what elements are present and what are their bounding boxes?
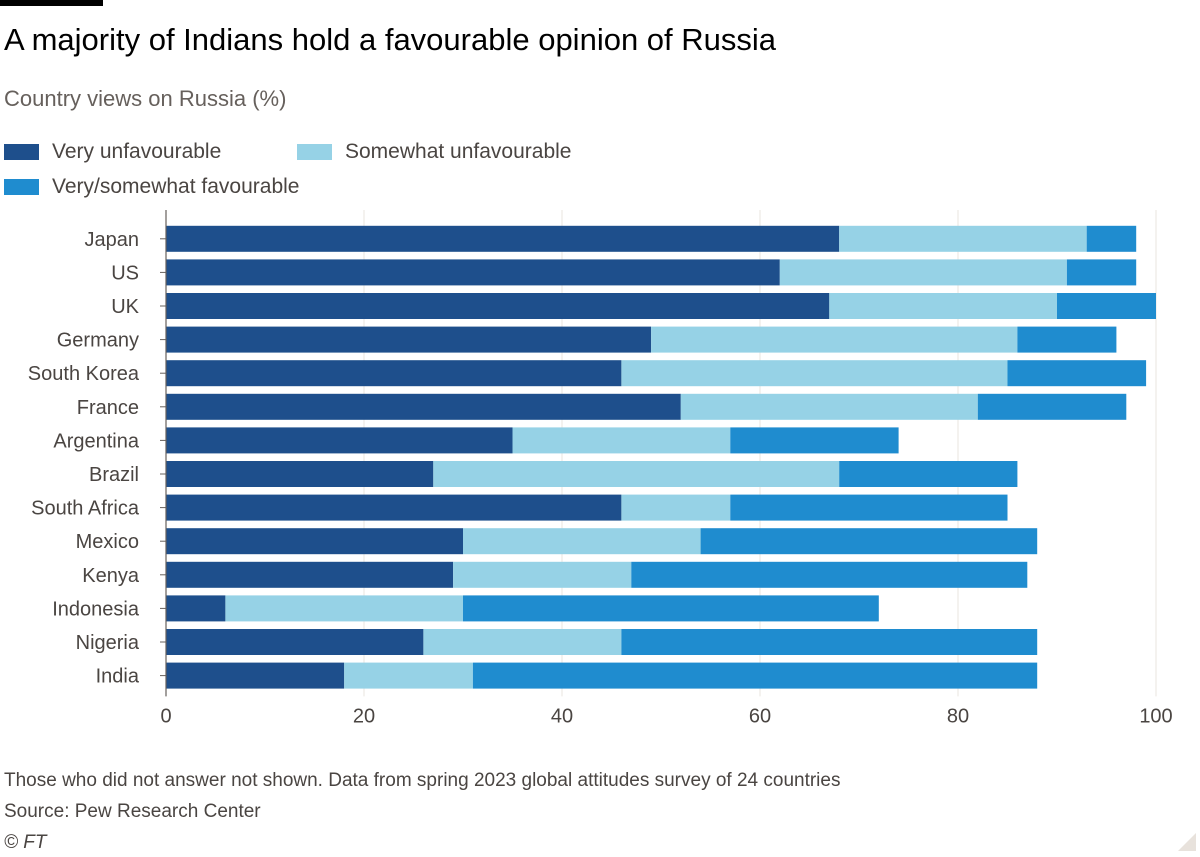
bar-mexico-somewhat-unfavourable — [463, 528, 701, 555]
bar-brazil-somewhat-unfavourable — [433, 461, 840, 487]
y-label-japan: Japan — [85, 229, 140, 251]
bar-kenya-somewhat-unfavourable — [453, 561, 632, 588]
bar-germany-somewhat-unfavourable — [651, 326, 1018, 353]
bar-argentina-very-unfavourable — [166, 427, 513, 454]
ft-top-bar — [0, 0, 103, 6]
corner-fold-icon — [1178, 833, 1196, 851]
bar-south-korea-somewhat-unfavourable — [621, 360, 1008, 387]
bar-india-somewhat-unfavourable — [344, 662, 473, 689]
x-tick-label-60: 60 — [749, 705, 771, 727]
bar-nigeria-favourable — [621, 629, 1038, 655]
y-label-south-africa: South Africa — [31, 498, 140, 520]
bar-south-africa-somewhat-unfavourable — [621, 494, 731, 521]
bar-argentina-somewhat-unfavourable — [512, 427, 731, 454]
bar-uk-favourable — [1057, 293, 1156, 319]
bar-germany-favourable — [1017, 326, 1117, 353]
bar-france-very-unfavourable — [166, 393, 681, 420]
legend-label-very-unfavourable: Very unfavourable — [52, 140, 222, 163]
bar-japan-somewhat-unfavourable — [839, 225, 1087, 252]
x-tick-label-80: 80 — [947, 705, 969, 727]
x-tick-label-100: 100 — [1139, 705, 1172, 727]
bar-us-somewhat-unfavourable — [779, 259, 1067, 286]
y-label-france: France — [77, 397, 139, 419]
bar-argentina-favourable — [730, 427, 899, 454]
bar-south-africa-very-unfavourable — [166, 494, 622, 521]
legend-swatch-very-unfavourable — [4, 144, 39, 160]
chart-title: A majority of Indians hold a favourable … — [4, 22, 777, 57]
bar-mexico-very-unfavourable — [166, 528, 463, 555]
legend-item-somewhat-unfavourable: Somewhat unfavourable — [297, 140, 571, 164]
y-label-germany: Germany — [57, 330, 139, 352]
bar-brazil-favourable — [839, 461, 1018, 487]
y-label-kenya: Kenya — [82, 565, 140, 587]
y-label-us: US — [111, 262, 139, 284]
bar-us-very-unfavourable — [166, 259, 780, 286]
y-label-uk: UK — [111, 296, 139, 318]
bar-south-korea-favourable — [1007, 360, 1147, 387]
bar-kenya-very-unfavourable — [166, 561, 454, 588]
y-label-india: India — [96, 666, 140, 688]
x-tick-label-20: 20 — [353, 705, 375, 727]
x-tick-label-40: 40 — [551, 705, 573, 727]
bar-uk-very-unfavourable — [166, 293, 830, 319]
stacked-bar-chart: Japan US UK Germany South Korea France Argenti… — [28, 210, 1173, 727]
legend-label-favourable: Very/somewhat favourable — [52, 175, 300, 198]
y-label-brazil: Brazil — [89, 464, 139, 486]
legend-item-very-unfavourable: Very unfavourable — [4, 140, 221, 164]
bar-india-very-unfavourable — [166, 662, 345, 689]
legend-label-somewhat-unfavourable: Somewhat unfavourable — [345, 140, 572, 163]
bar-uk-somewhat-unfavourable — [829, 293, 1057, 319]
source-note: Source: Pew Research Center — [4, 801, 261, 822]
bar-nigeria-very-unfavourable — [166, 629, 424, 655]
legend-item-favourable: Very/somewhat favourable — [4, 175, 299, 199]
bar-japan-very-unfavourable — [166, 225, 840, 252]
bar-germany-very-unfavourable — [166, 326, 652, 353]
legend-swatch-favourable — [4, 179, 39, 195]
x-tick-label-0: 0 — [160, 705, 171, 727]
y-label-south-korea: South Korea — [28, 363, 140, 385]
bar-nigeria-somewhat-unfavourable — [423, 629, 622, 655]
chart-subtitle: Country views on Russia (%) — [4, 86, 287, 111]
bar-indonesia-favourable — [463, 595, 879, 622]
bar-indonesia-somewhat-unfavourable — [225, 595, 463, 622]
bar-france-favourable — [977, 393, 1127, 420]
bar-us-favourable — [1066, 259, 1137, 286]
legend-swatch-somewhat-unfavourable — [297, 144, 332, 160]
bar-japan-favourable — [1086, 225, 1137, 252]
bar-brazil-very-unfavourable — [166, 461, 434, 487]
bar-france-somewhat-unfavourable — [680, 393, 978, 420]
bar-mexico-favourable — [700, 528, 1038, 555]
bar-south-korea-very-unfavourable — [166, 360, 622, 387]
bar-south-africa-favourable — [730, 494, 1008, 521]
y-label-indonesia: Indonesia — [52, 598, 140, 620]
bar-kenya-favourable — [631, 561, 1028, 588]
y-label-argentina: Argentina — [53, 430, 139, 452]
y-label-mexico: Mexico — [76, 531, 139, 553]
bar-indonesia-very-unfavourable — [166, 595, 226, 622]
copyright: © FT — [4, 832, 47, 853]
footnote: Those who did not answer not shown. Data… — [4, 770, 841, 791]
bar-india-favourable — [472, 662, 1038, 689]
y-label-nigeria: Nigeria — [76, 632, 140, 654]
